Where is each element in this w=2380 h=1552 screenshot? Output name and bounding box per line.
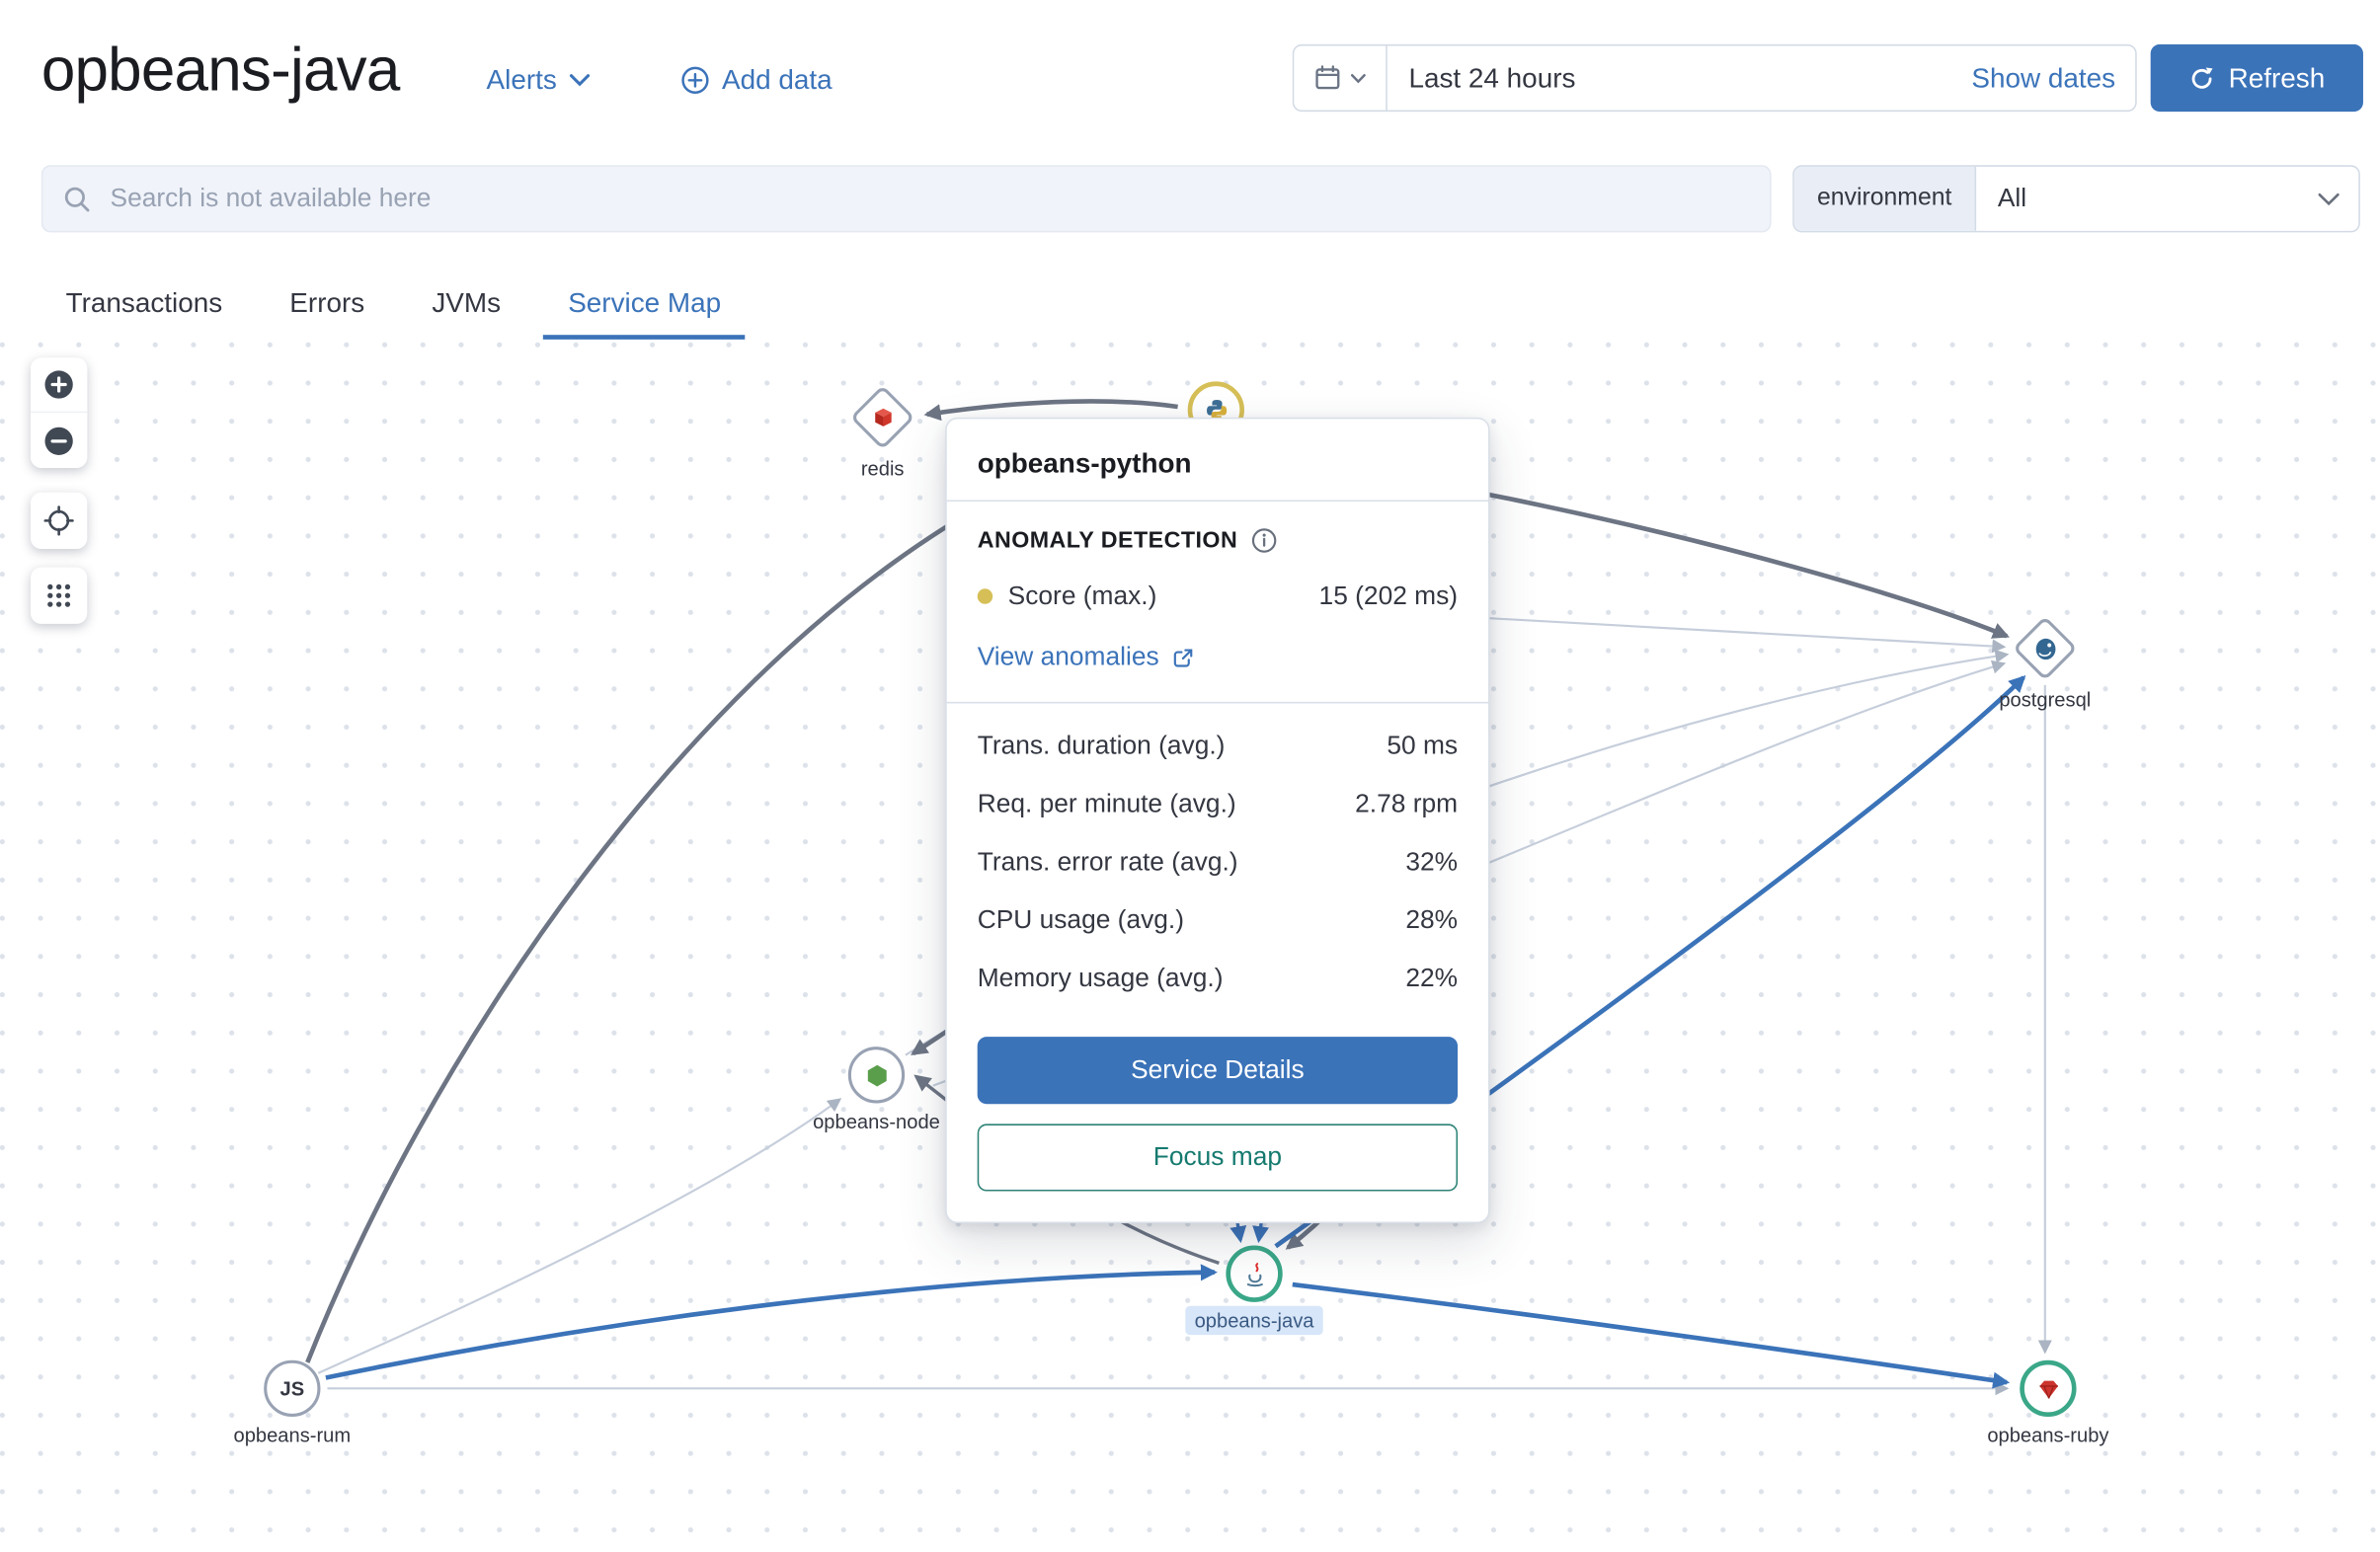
node-label: opbeans-ruby <box>1987 1424 2108 1446</box>
add-data-label: Add data <box>722 63 833 96</box>
redis-icon <box>870 405 896 430</box>
java-icon <box>1240 1260 1268 1287</box>
metric-label: CPU usage (avg.) <box>978 905 1184 936</box>
javascript-icon: JS <box>280 1377 305 1400</box>
score-label: Score (max.) <box>1008 582 1157 612</box>
add-data-link[interactable]: Add data <box>680 58 832 101</box>
environment-filter[interactable]: environment All <box>1792 165 2360 232</box>
date-picker: Last 24 hours Show dates <box>1293 44 2137 112</box>
metric-value: 22% <box>1405 964 1458 994</box>
metric-row: Trans. error rate (avg.) 32% <box>978 833 1458 892</box>
search-icon <box>63 185 92 213</box>
environment-filter-label: environment <box>1794 167 1976 231</box>
zoom-out-icon <box>42 425 75 457</box>
alerts-label: Alerts <box>487 63 557 96</box>
node-label: postgresql <box>1999 688 2091 711</box>
metric-row: Memory usage (avg.) 22% <box>978 950 1458 1008</box>
metric-value: 32% <box>1405 847 1458 878</box>
calendar-dropdown-button[interactable] <box>1294 45 1387 110</box>
time-range-value[interactable]: Last 24 hours <box>1388 62 1972 95</box>
service-details-button[interactable]: Service Details <box>978 1037 1458 1104</box>
info-icon[interactable] <box>1251 527 1277 553</box>
refresh-label: Refresh <box>2229 62 2326 95</box>
metric-row: Req. per minute (avg.) 2.78 rpm <box>978 775 1458 833</box>
node-label: opbeans-rum <box>234 1424 352 1446</box>
metric-label: Trans. duration (avg.) <box>978 731 1226 761</box>
service-map-canvas[interactable]: redis postgresql opbeans-node opbeans-j <box>0 340 2380 1552</box>
service-popup: opbeans-python ANOMALY DETECTION Score (… <box>945 418 1489 1223</box>
metric-value: 28% <box>1405 905 1458 936</box>
zoom-controls <box>31 357 87 468</box>
popup-title: opbeans-python <box>947 419 1488 500</box>
chevron-down-icon <box>2317 192 2340 205</box>
view-anomalies-link[interactable]: View anomalies <box>978 643 1195 673</box>
focus-map-button[interactable]: Focus map <box>978 1124 1458 1191</box>
tab-bar: Transactions Errors JVMs Service Map <box>41 272 746 340</box>
dot-grid-icon <box>44 582 73 610</box>
node-label: opbeans-node <box>813 1110 940 1132</box>
service-node-shape <box>2020 1360 2076 1417</box>
metric-label: Trans. error rate (avg.) <box>978 847 1238 878</box>
search-input[interactable] <box>107 182 1749 215</box>
zoom-out-button[interactable] <box>31 413 87 468</box>
nodejs-icon <box>864 1062 889 1087</box>
metric-row: Trans. duration (avg.) 50 ms <box>978 717 1458 775</box>
refresh-button[interactable]: Refresh <box>2151 44 2363 112</box>
metric-value: 50 ms <box>1387 731 1458 761</box>
show-dates-link[interactable]: Show dates <box>1971 62 2135 95</box>
page-title: opbeans-java <box>41 37 400 106</box>
zoom-in-icon <box>42 368 75 401</box>
environment-filter-value: All <box>1976 184 2317 214</box>
alerts-menu[interactable]: Alerts <box>487 58 591 101</box>
node-label-selected: opbeans-java <box>1185 1306 1322 1335</box>
score-value: 15 (202 ms) <box>1319 582 1458 612</box>
chevron-down-icon <box>1351 73 1366 84</box>
metric-label: Memory usage (avg.) <box>978 964 1224 994</box>
calendar-icon <box>1313 64 1341 92</box>
anomaly-score-row: Score (max.) 15 (202 ms) <box>978 582 1458 612</box>
apm-service-map-page: opbeans-java Alerts Add data Last 24 hou… <box>0 0 2380 1552</box>
service-node-shape <box>848 1047 905 1103</box>
postgresql-icon <box>2032 636 2058 661</box>
tab-jvms[interactable]: JVMs <box>408 272 525 340</box>
external-link-icon <box>1171 646 1194 668</box>
metric-label: Req. per minute (avg.) <box>978 789 1236 819</box>
zoom-in-button[interactable] <box>31 357 87 413</box>
crosshair-icon <box>42 504 75 537</box>
plus-in-circle-icon <box>680 65 709 94</box>
tab-errors[interactable]: Errors <box>266 272 389 340</box>
refresh-icon <box>2188 65 2214 91</box>
ruby-icon <box>2036 1376 2061 1401</box>
node-label: redis <box>861 457 905 480</box>
service-node-shape <box>1226 1246 1282 1302</box>
metric-row: CPU usage (avg.) 28% <box>978 892 1458 950</box>
tab-transactions[interactable]: Transactions <box>41 272 247 340</box>
layout-grid-button[interactable] <box>31 568 87 624</box>
chevron-down-icon <box>569 73 591 87</box>
anomaly-severity-dot <box>978 588 992 603</box>
metric-value: 2.78 rpm <box>1355 789 1458 819</box>
tab-service-map[interactable]: Service Map <box>543 272 746 340</box>
service-node-shape: JS <box>264 1360 320 1417</box>
service-metrics: Trans. duration (avg.) 50 ms Req. per mi… <box>947 703 1488 1023</box>
center-map-button[interactable] <box>31 493 87 549</box>
search-bar <box>41 165 1772 232</box>
anomaly-section-title: ANOMALY DETECTION <box>978 527 1237 553</box>
